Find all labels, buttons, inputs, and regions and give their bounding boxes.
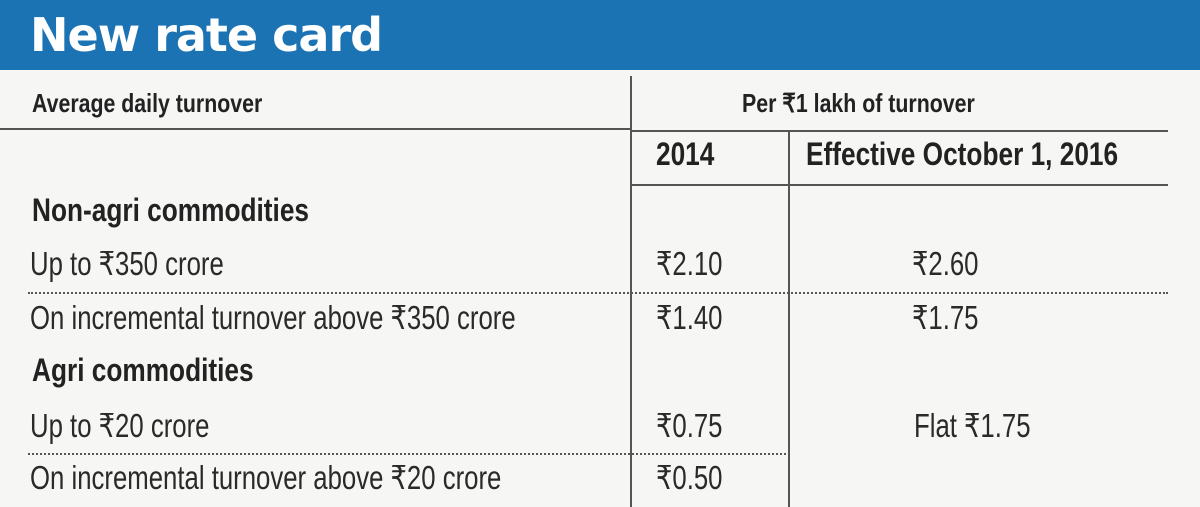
value-2016: Flat ₹1.75	[914, 407, 1031, 444]
header-rule-left	[0, 128, 630, 130]
header-rule-right	[632, 130, 1168, 132]
row-label: On incremental turnover above ₹20 crore	[30, 459, 502, 496]
row-label: Up to ₹20 crore	[30, 407, 210, 444]
section-heading-non-agri: Non-agri commodities	[32, 192, 310, 228]
value-2014: ₹1.40	[656, 299, 723, 336]
row-label: Up to ₹350 crore	[30, 245, 224, 282]
value-2014: ₹0.50	[656, 459, 723, 496]
header-per-lakh: Per ₹1 lakh of turnover	[742, 88, 975, 118]
row-separator	[28, 292, 1168, 294]
section-heading-agri: Agri commodities	[32, 352, 254, 388]
row-label: On incremental turnover above ₹350 crore	[30, 299, 516, 336]
value-2014: ₹2.10	[656, 245, 723, 282]
subheader-rule	[632, 184, 1168, 186]
value-2016: ₹1.75	[912, 299, 979, 336]
column-header-2014: 2014	[656, 136, 715, 172]
value-2016: ₹2.60	[912, 245, 979, 282]
row-separator	[28, 453, 790, 455]
column-header-2016: Effective October 1, 2016	[806, 136, 1119, 172]
header-average-daily-turnover: Average daily turnover	[32, 88, 263, 118]
title-banner: New rate card	[0, 0, 1200, 70]
value-2014: ₹0.75	[656, 407, 723, 444]
page-title: New rate card	[30, 8, 383, 62]
column-divider-years	[788, 132, 790, 507]
column-divider-main	[630, 76, 632, 507]
